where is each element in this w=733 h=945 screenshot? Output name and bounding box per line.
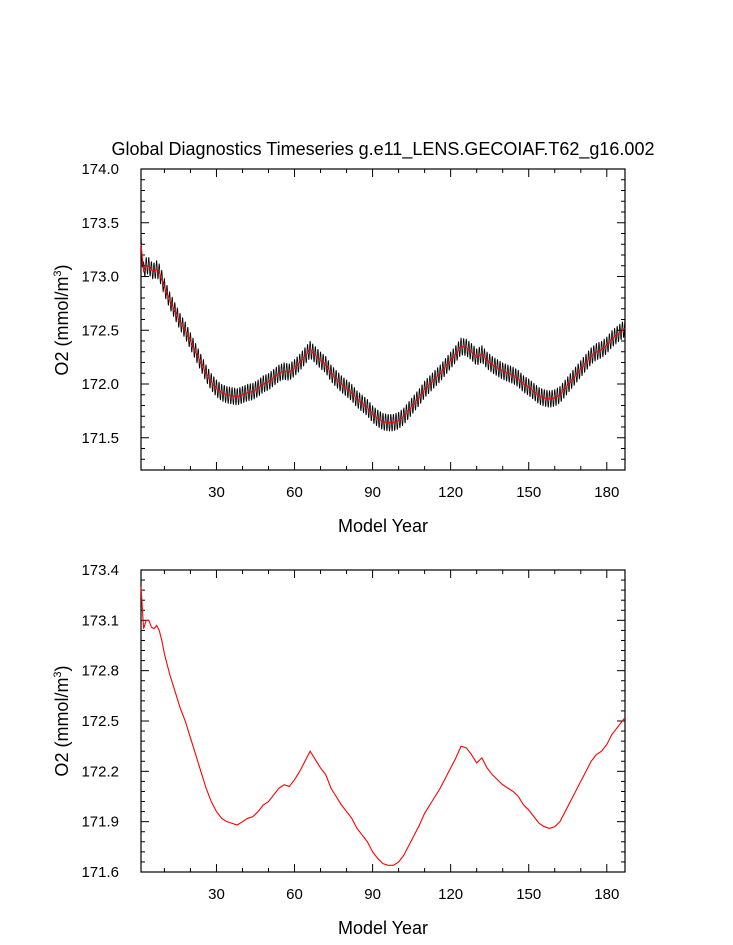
plot-frame [140, 569, 626, 873]
y-tick-label: 172.2 [81, 763, 119, 780]
y-tick-label: 173.4 [81, 562, 119, 579]
y-axis-label: O2 (mmol/m3) [52, 264, 72, 375]
x-axis-label: Model Year [338, 516, 428, 536]
y-tick-label: 174.0 [81, 161, 119, 178]
x-tick-label: 60 [286, 484, 303, 501]
x-tick-label: 30 [208, 484, 225, 501]
y-axis-label-main: O2 (mmol/m [52, 277, 72, 376]
y-tick-label: 171.5 [81, 430, 119, 447]
y-tick-label: 172.5 [81, 713, 119, 730]
y-tick-label: 173.5 [81, 215, 119, 232]
y-tick-label: 171.6 [81, 864, 119, 881]
plot-frame [140, 168, 626, 471]
y-axis-label-end: ) [52, 264, 72, 270]
x-tick-label: 180 [594, 484, 619, 501]
y-axis-label: O2 (mmol/m3) [52, 665, 72, 776]
x-ticks: 30 60 90 120 150 180 [163, 570, 619, 903]
annual-series-line [140, 244, 626, 424]
data-lines [140, 235, 626, 432]
x-tick-label: 90 [364, 886, 381, 903]
y-ticks: 171.6 171.9 172.2 172.5 172.8 173.1 173.4 [81, 562, 625, 881]
y-ticks: 171.5 172.0 172.5 173.0 173.5 174.0 [81, 161, 625, 471]
y-tick-label: 173.1 [81, 612, 119, 629]
y-tick-label: 172.5 [81, 322, 119, 339]
panel-monthly: 171.5 172.0 172.5 173.0 173.5 174.0 30 60 90 120… [52, 161, 626, 536]
chart-title: Global Diagnostics Timeseries g.e11_LENS… [112, 139, 655, 160]
y-axis-label-sup: 3 [52, 671, 64, 677]
panel-annual: 171.6 171.9 172.2 172.5 172.8 173.1 173.4 30 60… [52, 562, 626, 938]
x-tick-label: 90 [364, 484, 381, 501]
y-tick-label: 171.9 [81, 814, 119, 831]
x-tick-label: 120 [438, 484, 463, 501]
x-axis-label: Model Year [338, 918, 428, 938]
x-tick-label: 60 [286, 886, 303, 903]
annual-series-line [140, 586, 626, 866]
y-axis-label-end: ) [52, 665, 72, 671]
x-tick-label: 120 [438, 886, 463, 903]
x-ticks: 30 60 90 120 150 180 [163, 169, 619, 501]
data-lines [140, 586, 626, 866]
x-tick-label: 150 [516, 484, 541, 501]
y-tick-label: 173.0 [81, 269, 119, 286]
x-tick-label: 150 [516, 886, 541, 903]
y-axis-label-main: O2 (mmol/m [52, 678, 72, 777]
y-axis-label-sup: 3 [52, 270, 64, 276]
monthly-series-line [140, 235, 626, 432]
x-tick-label: 180 [594, 886, 619, 903]
y-tick-label: 172.8 [81, 663, 119, 680]
y-tick-label: 172.0 [81, 376, 119, 393]
x-tick-label: 30 [208, 886, 225, 903]
